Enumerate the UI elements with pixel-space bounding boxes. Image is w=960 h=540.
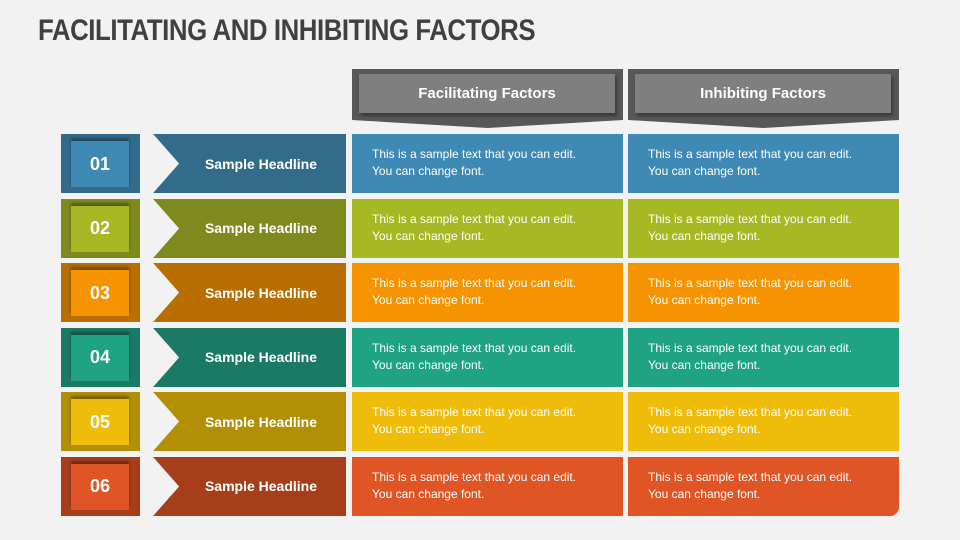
number-block: 06 xyxy=(61,456,140,516)
cell-text-line: This is a sample text that you can edit. xyxy=(648,147,853,161)
number-badge: 03 xyxy=(71,270,129,316)
headline-chevron[interactable]: Sample Headline xyxy=(146,456,346,516)
inhibiting-cell[interactable]: This is a sample text that you can edit.… xyxy=(628,134,899,193)
chevron-shape xyxy=(146,198,346,258)
number-badge: 06 xyxy=(71,463,129,510)
cell-text-line: You can change font. xyxy=(372,486,485,501)
facilitating-cell[interactable]: This is a sample text that you can edit.… xyxy=(352,198,623,258)
headline-label: Sample Headline xyxy=(204,413,318,430)
headline-label: Sample Headline xyxy=(204,284,318,301)
headline-chevron[interactable]: Sample Headline xyxy=(146,392,346,451)
headline-chevron[interactable]: Sample Headline xyxy=(146,327,346,387)
cell-text-line: This is a sample text that you can edit. xyxy=(372,469,577,484)
cell-text-line: You can change font. xyxy=(372,422,485,436)
chevron-shape xyxy=(146,327,346,387)
cell-text-line: This is a sample text that you can edit. xyxy=(372,340,577,355)
number-block: 05 xyxy=(61,392,140,451)
cell-text-line: You can change font. xyxy=(372,357,485,372)
factor-row: 01 Sample Headline This is a sample text… xyxy=(61,134,899,193)
inhibiting-cell[interactable]: This is a sample text that you can edit.… xyxy=(628,456,899,516)
facilitating-cell[interactable]: This is a sample text that you can edit.… xyxy=(352,327,623,387)
number-badge: 01 xyxy=(71,141,129,187)
cell-text-line: You can change font. xyxy=(648,164,761,178)
number-badge: 04 xyxy=(71,334,129,381)
factor-row: 04 Sample Headline This is a sample text… xyxy=(61,327,899,387)
number-block: 04 xyxy=(61,327,140,387)
factor-row: 05 Sample Headline This is a sample text… xyxy=(61,392,899,451)
inhibiting-cell[interactable]: This is a sample text that you can edit.… xyxy=(628,263,899,322)
cell-text-line: This is a sample text that you can edit. xyxy=(648,211,853,226)
cell-text-line: This is a sample text that you can edit. xyxy=(648,340,853,355)
column-header-label: Inhibiting Factors xyxy=(635,74,891,113)
cell-text-line: This is a sample text that you can edit. xyxy=(372,405,577,419)
chevron-shape xyxy=(146,456,346,516)
number-block: 01 xyxy=(61,134,140,193)
inhibiting-cell[interactable]: This is a sample text that you can edit.… xyxy=(628,327,899,387)
inhibiting-cell[interactable]: This is a sample text that you can edit.… xyxy=(628,392,899,451)
facilitating-cell[interactable]: This is a sample text that you can edit.… xyxy=(352,263,623,322)
cell-text-line: You can change font. xyxy=(648,228,761,243)
facilitating-cell[interactable]: This is a sample text that you can edit.… xyxy=(352,392,623,451)
cell-text-line: You can change font. xyxy=(648,486,761,501)
headline-label: Sample Headline xyxy=(204,220,318,236)
cell-text-line: This is a sample text that you can edit. xyxy=(372,276,577,290)
column-header-inhibiting: Inhibiting Factors xyxy=(628,69,899,128)
headline-label: Sample Headline xyxy=(204,349,318,365)
cell-text-line: This is a sample text that you can edit. xyxy=(372,211,577,226)
headline-chevron[interactable]: Sample Headline xyxy=(146,198,346,258)
headline-chevron[interactable]: Sample Headline xyxy=(146,134,346,193)
headline-label: Sample Headline xyxy=(204,155,318,172)
cell-text-line: You can change font. xyxy=(372,293,485,307)
number-block: 02 xyxy=(61,198,140,258)
cell-text-line: You can change font. xyxy=(372,164,485,178)
headline-chevron[interactable]: Sample Headline xyxy=(146,263,346,322)
cell-text-line: This is a sample text that you can edit. xyxy=(648,469,853,484)
cell-text-line: You can change font. xyxy=(648,422,761,436)
cell-text-line: You can change font. xyxy=(372,228,485,243)
cell-text-line: You can change font. xyxy=(648,357,761,372)
slide-title: FACILITATING AND INHIBITING FACTORS xyxy=(38,14,536,47)
cell-text-line: This is a sample text that you can edit. xyxy=(372,147,577,161)
chevron-shape xyxy=(146,134,346,193)
headline-label: Sample Headline xyxy=(204,478,318,494)
chevron-shape xyxy=(146,392,346,451)
number-badge: 02 xyxy=(71,205,129,252)
factor-row: 02 Sample Headline This is a sample text… xyxy=(61,198,899,258)
number-badge: 05 xyxy=(71,399,129,445)
factor-row: 06 Sample Headline This is a sample text… xyxy=(61,456,899,516)
column-header-label: Facilitating Factors xyxy=(359,74,615,113)
inhibiting-cell[interactable]: This is a sample text that you can edit.… xyxy=(628,198,899,258)
column-header-facilitating: Facilitating Factors xyxy=(352,69,623,128)
chevron-shape xyxy=(146,263,346,322)
facilitating-cell[interactable]: This is a sample text that you can edit.… xyxy=(352,134,623,193)
facilitating-cell[interactable]: This is a sample text that you can edit.… xyxy=(352,456,623,516)
factor-row: 03 Sample Headline This is a sample text… xyxy=(61,263,899,322)
cell-text-line: This is a sample text that you can edit. xyxy=(648,276,853,290)
cell-text-line: You can change font. xyxy=(648,293,761,307)
number-block: 03 xyxy=(61,263,140,322)
cell-text-line: This is a sample text that you can edit. xyxy=(648,405,853,419)
